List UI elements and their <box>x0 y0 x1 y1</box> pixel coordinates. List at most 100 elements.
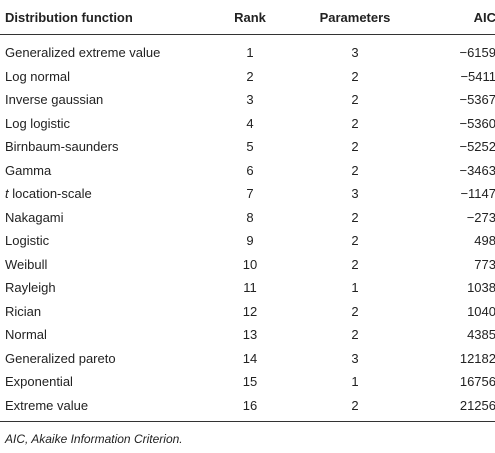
cell-rank: 7 <box>246 186 254 202</box>
cell-aic: 1038 <box>467 280 495 296</box>
cell-distribution-name: Inverse gaussian <box>5 92 104 108</box>
cell-rank: 14 <box>242 350 258 366</box>
cell-rank: 6 <box>246 162 254 178</box>
cell-distribution-name: Logistic <box>5 233 50 249</box>
cell-parameters: 3 <box>351 350 359 366</box>
cell-parameters: 2 <box>351 256 359 272</box>
table-row: Log normal 2 2 −5411 <box>0 65 495 89</box>
cell-rank: 9 <box>246 233 254 249</box>
cell-rank: 1 <box>246 45 254 61</box>
cell-distribution-prefix: t <box>5 186 9 202</box>
cell-aic: 773 <box>474 256 495 272</box>
cell-parameters: 2 <box>351 115 359 131</box>
cell-parameters: 2 <box>351 303 359 319</box>
cell-aic: 1040 <box>467 303 495 319</box>
table-row: Logistic 9 2 498 <box>0 229 495 253</box>
table-row: Inverse gaussian 3 2 −5367 <box>0 88 495 112</box>
cell-distribution-function: Birnbaum-saunders <box>0 135 215 159</box>
table-header: Distribution function Rank Parameters AI… <box>0 0 495 35</box>
cell-distribution-function: Inverse gaussian <box>0 88 215 112</box>
cell-rank: 13 <box>242 327 258 343</box>
cell-distribution-function: Weibull <box>0 253 215 277</box>
table-row: Rayleigh 11 1 1038 <box>0 276 495 300</box>
header-parameters: Parameters <box>285 0 425 35</box>
distribution-table: Distribution function Rank Parameters AI… <box>0 0 495 422</box>
cell-distribution-function: Logistic <box>0 229 215 253</box>
cell-distribution-name: Generalized extreme value <box>5 45 161 61</box>
cell-distribution-function: Gamma <box>0 159 215 183</box>
cell-distribution-name: Normal <box>5 327 47 343</box>
cell-distribution-name: Rayleigh <box>5 280 56 296</box>
cell-parameters: 2 <box>285 393 425 422</box>
table-footnote: AIC, Akaike Information Criterion. <box>5 432 183 446</box>
cell-rank: 3 <box>246 92 254 108</box>
cell-parameters: 2 <box>351 139 359 155</box>
cell-distribution-name: Birnbaum-saunders <box>5 139 119 155</box>
cell-aic: −273 <box>466 209 495 225</box>
header-rank: Rank <box>215 0 285 35</box>
cell-rank: 5 <box>246 139 254 155</box>
cell-distribution-function: Generalized pareto <box>0 347 215 371</box>
cell-distribution-function: Exponential <box>0 370 215 394</box>
cell-distribution-function: Log normal <box>0 65 215 89</box>
table-row: Rician 12 2 1040 <box>0 300 495 324</box>
cell-parameters: 1 <box>351 374 359 390</box>
cell-rank: 4 <box>246 115 254 131</box>
cell-rank: 10 <box>242 256 258 272</box>
cell-parameters: 2 <box>351 209 359 225</box>
table-row: Log logistic 4 2 −5360 <box>0 112 495 136</box>
cell-distribution-function: Extreme value <box>0 393 215 422</box>
cell-distribution-name: location-scale <box>8 186 92 202</box>
cell-distribution-function: t location-scale <box>0 182 215 206</box>
cell-distribution-function: Generalized extreme value <box>0 35 215 65</box>
cell-aic: −6159 <box>459 45 495 61</box>
cell-parameters: 2 <box>351 162 359 178</box>
cell-aic: −5367 <box>459 92 495 108</box>
table-row: Exponential 15 1 16756 <box>0 370 495 394</box>
table-row: t location-scale 7 3 −1147 <box>0 182 495 206</box>
cell-distribution-name: Rician <box>5 303 42 319</box>
cell-distribution-name: Log logistic <box>5 115 71 131</box>
cell-rank: 8 <box>246 209 254 225</box>
table-row: Gamma 6 2 −3463 <box>0 159 495 183</box>
cell-distribution-function: Rayleigh <box>0 276 215 300</box>
table-row: Weibull 10 2 773 <box>0 253 495 277</box>
cell-distribution-function: Log logistic <box>0 112 215 136</box>
table-row: Generalized pareto 14 3 12182 <box>0 347 495 371</box>
cell-parameters: 2 <box>351 327 359 343</box>
cell-parameters: 2 <box>351 68 359 84</box>
header-distribution-function: Distribution function <box>0 0 215 35</box>
table-row: Normal 13 2 4385 <box>0 323 495 347</box>
cell-aic: −3463 <box>459 162 495 178</box>
cell-aic: 12182 <box>459 350 495 366</box>
table-row: Extreme value 16 2 21256 <box>0 393 495 422</box>
cell-rank: 16 <box>215 393 285 422</box>
table-body: Generalized extreme value 1 3 −6159 Log norm… <box>0 35 495 422</box>
cell-distribution-name: Generalized pareto <box>5 350 116 366</box>
cell-distribution-name: Gamma <box>5 162 52 178</box>
cell-aic: −5360 <box>459 115 495 131</box>
table-row: Birnbaum-saunders 5 2 −5252 <box>0 135 495 159</box>
cell-distribution-name: Nakagami <box>5 209 64 225</box>
table-row: Nakagami 8 2 −273 <box>0 206 495 230</box>
cell-parameters: 3 <box>351 186 359 202</box>
cell-aic: 21256 <box>425 393 495 422</box>
cell-parameters: 2 <box>351 92 359 108</box>
cell-parameters: 3 <box>351 45 359 61</box>
cell-aic: 4385 <box>467 327 495 343</box>
cell-parameters: 2 <box>351 233 359 249</box>
header-row: Distribution function Rank Parameters AI… <box>0 0 495 35</box>
cell-aic: −5411 <box>460 68 495 84</box>
cell-distribution-name: Weibull <box>5 256 48 272</box>
cell-rank: 11 <box>243 280 257 296</box>
cell-distribution-name: Exponential <box>5 374 73 390</box>
cell-distribution-name: Log normal <box>5 68 71 84</box>
table-row: Generalized extreme value 1 3 −6159 <box>0 35 495 65</box>
cell-aic: −1147 <box>460 186 495 202</box>
header-aic: AIC <box>425 0 495 35</box>
cell-aic: −5252 <box>459 139 495 155</box>
cell-aic: 498 <box>474 233 495 249</box>
cell-distribution-function: Normal <box>0 323 215 347</box>
cell-rank: 15 <box>242 374 258 390</box>
